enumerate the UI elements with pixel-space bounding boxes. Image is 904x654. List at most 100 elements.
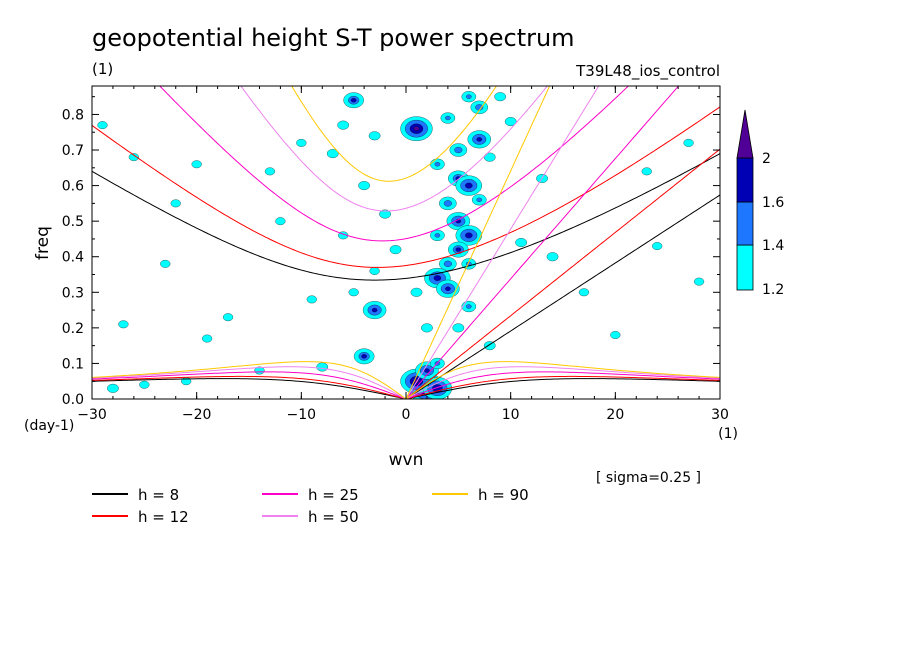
contour-blob: [433, 275, 442, 281]
y-tick-label: 0.1: [62, 356, 84, 372]
x-tick-label: 0: [402, 407, 411, 423]
x-tick-label: −30: [77, 407, 107, 423]
gravity-curve: [92, 106, 720, 268]
contour-blob: [296, 138, 307, 147]
chart-title: geopotential height S-T power spectrum: [92, 24, 575, 52]
legend-label: h = 8: [138, 486, 179, 504]
contour-blob: [358, 181, 370, 191]
contour-blob: [683, 138, 694, 147]
colorbar-label: 1.6: [762, 195, 784, 211]
y-tick-label: 0.4: [62, 250, 84, 266]
chart-subtitle-left: (1): [92, 60, 113, 78]
kelvin-curve: [405, 86, 680, 399]
y-tick-label: 0.6: [62, 179, 84, 195]
contour-blob: [139, 380, 150, 389]
gravity-curve: [240, 86, 548, 212]
rossby-curve: [92, 375, 720, 399]
contour-blob: [421, 323, 433, 333]
x-axis-label: wvn: [389, 450, 424, 470]
contour-blob: [413, 126, 420, 131]
contour-blob: [483, 152, 496, 162]
kelvin-curve: [405, 86, 600, 399]
gravity-curve: [159, 86, 630, 242]
x-tick-label: 20: [606, 407, 624, 423]
contour-blob: [107, 383, 119, 393]
contour-blob: [202, 334, 213, 343]
colorbar-label: 2: [762, 151, 771, 167]
y-tick-label: 0.7: [62, 143, 84, 159]
contour-blob: [465, 182, 473, 189]
contour-blob: [455, 247, 462, 252]
contour-blob: [410, 287, 423, 297]
contour-blob: [191, 160, 202, 169]
contour-blob: [337, 120, 350, 130]
y-tick-label: 0.0: [62, 392, 84, 408]
y-tick-label: 0.2: [62, 321, 84, 337]
contour-blob: [118, 320, 129, 329]
rossby-curve: [92, 371, 720, 399]
contour-blob: [434, 233, 441, 238]
kelvin-curve: [405, 86, 551, 399]
colorbar-triangle: [736, 109, 754, 159]
colorbar-label: 1.2: [762, 282, 784, 298]
contour-blob: [443, 260, 452, 267]
y-tick-label: 0.3: [62, 285, 84, 301]
contour-blob: [445, 115, 451, 121]
colorbar-segment: [736, 244, 754, 291]
gravity-curve: [92, 153, 720, 281]
contour-blob: [348, 288, 359, 297]
x-tick-label: 10: [502, 407, 520, 423]
contour-blob: [445, 286, 451, 291]
contour-blob: [504, 117, 517, 127]
contour-blob: [578, 288, 590, 297]
contour-blob: [361, 354, 367, 359]
contour-blob: [641, 167, 652, 176]
sigma-note: [ sigma=0.25 ]: [596, 470, 701, 486]
contour-blob: [515, 238, 527, 247]
legend-label: h = 12: [138, 508, 189, 526]
contour-blob: [452, 323, 465, 333]
contour-blob: [170, 199, 181, 208]
y-unit-label: (day-1): [24, 418, 74, 434]
x-unit-label: (1): [718, 426, 738, 442]
contour-blob: [466, 94, 472, 99]
kelvin-curve: [405, 194, 720, 399]
contour-blob: [128, 153, 139, 162]
x-tick-label: 30: [711, 407, 729, 423]
y-tick-label: 0.8: [62, 107, 84, 123]
contour-blob: [264, 167, 276, 176]
legend: h = 8 h = 12 h = 25 h = 50 h = 90: [92, 486, 529, 526]
contour-blob: [476, 197, 483, 202]
spectral-contours: [97, 91, 705, 399]
contour-blob: [476, 137, 483, 142]
dispersion-curves: [92, 86, 720, 399]
contour-blob: [443, 200, 452, 207]
contour-blob: [379, 209, 391, 219]
contour-blob: [275, 217, 286, 226]
contour-blob: [306, 295, 317, 304]
y-axis-label: freq: [33, 226, 53, 260]
kelvin-curve: [405, 148, 720, 399]
contour-blob: [350, 98, 357, 103]
contour-blob: [652, 242, 663, 250]
chart-subtitle-right: T39L48_ios_control: [575, 62, 720, 81]
y-tick-label: 0.5: [62, 214, 84, 230]
contour-blob: [326, 149, 339, 159]
contour-blob: [316, 362, 329, 372]
x-tick-label: −10: [287, 407, 317, 423]
contour-blob: [368, 131, 381, 141]
contour-blob: [494, 92, 507, 102]
legend-label: h = 90: [478, 486, 529, 504]
rossby-curve: [92, 378, 720, 399]
contour-blob: [369, 267, 380, 275]
contour-blob: [466, 304, 472, 309]
gravity-curve: [291, 86, 498, 182]
rossby-curve: [92, 361, 720, 399]
legend-label: h = 50: [308, 508, 359, 526]
colorbar-segment: [736, 157, 754, 203]
legend-label: h = 25: [308, 486, 359, 504]
y-axis: 0.0 0.1 0.2 0.3 0.4 0.5 0.6 0.7 0.8: [62, 96, 720, 408]
colorbar-segment: [736, 201, 754, 246]
contour-blob: [465, 232, 473, 239]
x-tick-label: −20: [182, 407, 212, 423]
